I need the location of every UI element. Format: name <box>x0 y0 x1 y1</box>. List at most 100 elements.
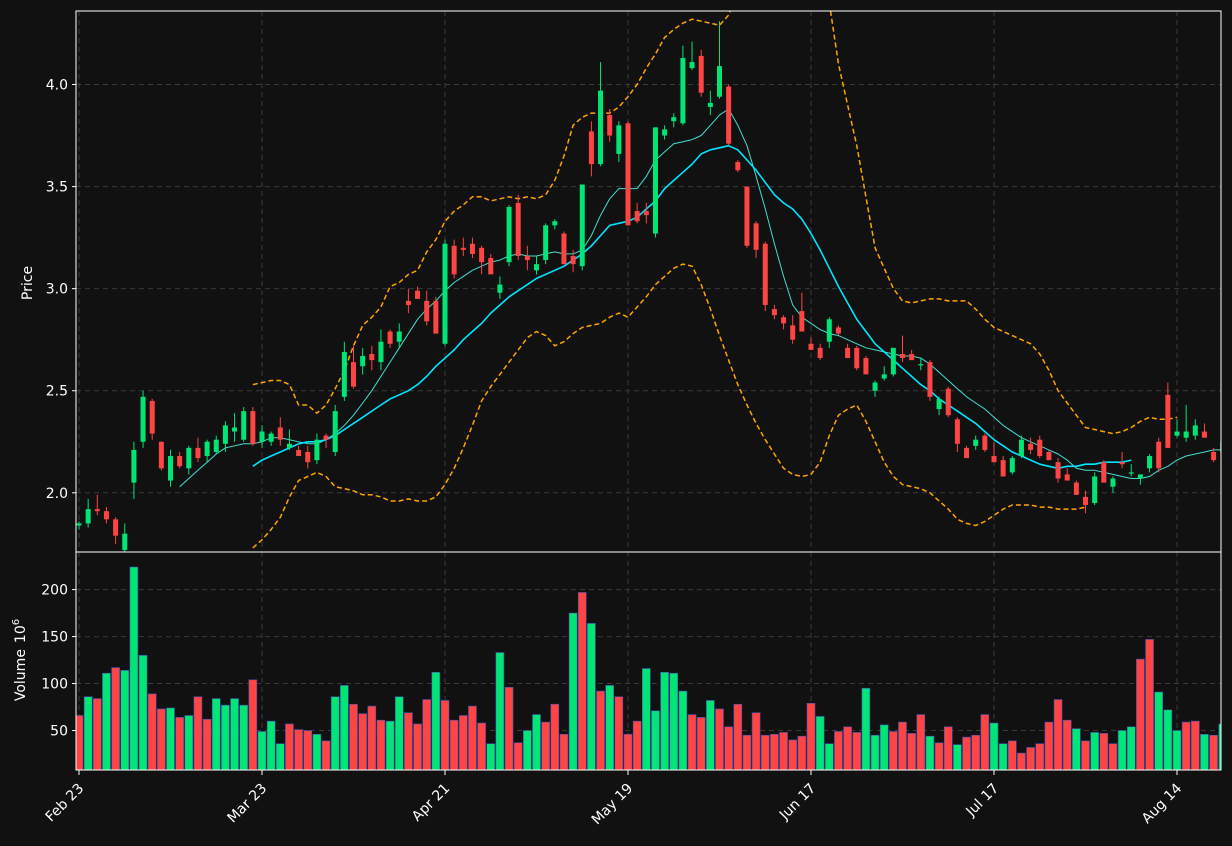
volume-bar <box>606 685 614 770</box>
volume-bar <box>285 724 293 770</box>
candle-body <box>754 223 759 250</box>
candle-body <box>324 436 329 440</box>
candle-body <box>845 348 850 358</box>
volume-bar <box>908 733 916 770</box>
volume-bar <box>359 714 367 770</box>
volume-bar <box>185 716 193 771</box>
candle-body <box>287 444 292 448</box>
volume-bar <box>981 715 989 770</box>
candle-body <box>644 211 649 215</box>
volume-bar <box>194 697 202 770</box>
volume-bar <box>615 697 623 770</box>
volume-bar <box>761 735 769 770</box>
volume-bar <box>505 687 513 770</box>
candle-body <box>159 442 164 469</box>
candle-body <box>497 285 502 293</box>
volume-bar <box>130 567 138 770</box>
volume-bar <box>331 697 339 770</box>
volume-bar <box>1127 727 1135 770</box>
volume-bar <box>642 669 650 770</box>
candle-body <box>131 450 136 483</box>
candle-body <box>1001 460 1006 476</box>
candle-body <box>278 427 283 439</box>
volume-axis-label-exp: 6 <box>11 619 22 625</box>
volume-bar <box>1173 731 1181 770</box>
candle-body <box>992 456 997 462</box>
volume-bar <box>752 713 760 770</box>
volume-bar <box>1091 732 1099 770</box>
volume-bar <box>697 717 705 770</box>
candle-body <box>488 258 493 274</box>
volume-bar <box>798 736 806 770</box>
candle-body <box>205 442 210 456</box>
volume-bar <box>1063 720 1071 770</box>
volume-bar <box>825 744 833 770</box>
volume-bar <box>661 672 669 770</box>
volume-bar <box>340 685 348 770</box>
volume-bar <box>167 708 175 770</box>
volume-bar <box>1136 659 1144 770</box>
candle-body <box>772 309 777 315</box>
volume-bar <box>322 741 330 770</box>
candle-body <box>626 123 631 225</box>
candle-body <box>150 401 155 434</box>
candle-body <box>1175 432 1180 436</box>
volume-bar <box>862 688 870 770</box>
candle-body <box>580 185 585 267</box>
candle-body <box>141 397 146 442</box>
volume-bar <box>1054 700 1062 770</box>
candle-body <box>296 450 301 456</box>
volume-bar <box>853 732 861 770</box>
volume-bar <box>679 691 687 770</box>
candle-body <box>818 348 823 358</box>
volume-bar <box>899 722 907 770</box>
candle-body <box>507 207 512 262</box>
candle-body <box>589 131 594 164</box>
price-tick-label: 3.0 <box>46 282 68 298</box>
volume-bar <box>313 734 321 770</box>
candle-body <box>827 319 832 341</box>
volume-bar <box>1146 639 1154 770</box>
candle-body <box>406 301 411 305</box>
volume-bar <box>953 745 961 770</box>
candle-body <box>232 427 237 431</box>
candle-body <box>452 246 457 275</box>
candle-body <box>260 432 265 442</box>
candle-body <box>250 411 255 444</box>
volume-bar <box>789 740 797 770</box>
candle-body <box>900 354 905 358</box>
candle-body <box>168 456 173 480</box>
candle-body <box>397 332 402 342</box>
volume-bar <box>276 744 284 770</box>
candle-body <box>946 389 951 416</box>
candle-body <box>269 434 274 442</box>
candle-body <box>790 325 795 339</box>
volume-bar <box>468 706 476 770</box>
candle-body <box>781 317 786 323</box>
volume-bar <box>963 737 971 770</box>
volume-bar <box>231 699 239 770</box>
price-tick-label: 2.0 <box>46 486 68 502</box>
volume-bar <box>368 706 376 770</box>
candle-body <box>909 354 914 360</box>
candle-body <box>195 448 200 458</box>
candle-body <box>443 244 448 344</box>
candle-body <box>214 440 219 452</box>
volume-bar <box>990 723 998 770</box>
volume-bar <box>807 703 815 770</box>
candle-body <box>177 456 182 466</box>
volume-bar <box>1045 722 1053 770</box>
volume-bar <box>212 699 220 770</box>
volume-bar <box>725 727 733 770</box>
candle-body <box>671 117 676 121</box>
candle-body <box>1074 483 1079 495</box>
volume-bar <box>304 731 312 770</box>
candle-body <box>1202 432 1207 438</box>
candle-body <box>1010 458 1015 472</box>
volume-bar <box>1072 729 1080 770</box>
volume-bar <box>487 744 495 770</box>
candle-body <box>616 125 621 154</box>
volume-bar <box>770 734 778 770</box>
candle-body <box>223 425 228 443</box>
candle-body <box>552 221 557 225</box>
